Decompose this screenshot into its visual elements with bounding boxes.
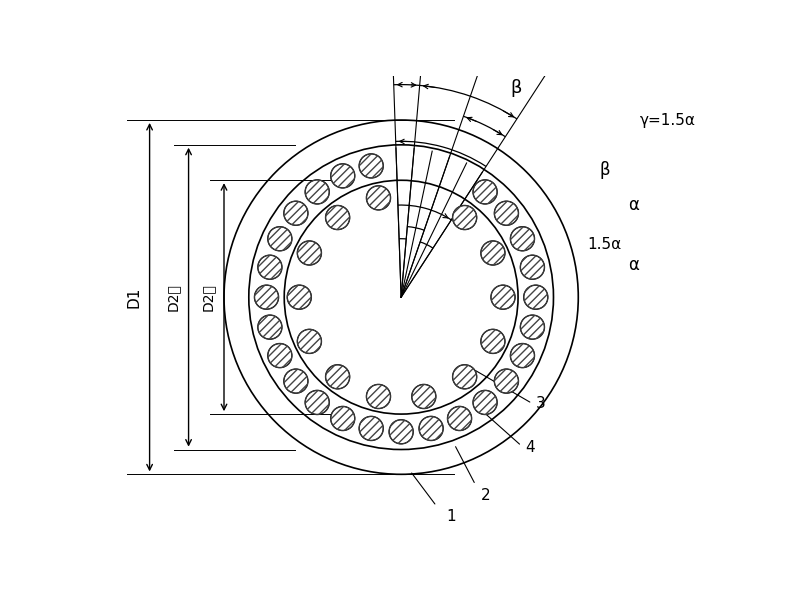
- Circle shape: [305, 390, 330, 415]
- Circle shape: [473, 180, 497, 204]
- Circle shape: [389, 420, 413, 444]
- Circle shape: [359, 416, 383, 441]
- Circle shape: [453, 205, 477, 230]
- Circle shape: [258, 315, 282, 339]
- Circle shape: [298, 329, 322, 353]
- Text: D2内: D2内: [201, 283, 215, 311]
- Circle shape: [258, 255, 282, 279]
- Circle shape: [520, 315, 545, 339]
- Circle shape: [524, 285, 548, 309]
- Circle shape: [481, 329, 505, 353]
- Text: 1: 1: [446, 509, 455, 524]
- Text: α: α: [628, 196, 638, 214]
- Text: β: β: [510, 79, 522, 97]
- Circle shape: [412, 384, 436, 408]
- Circle shape: [254, 285, 278, 309]
- Text: β: β: [599, 161, 610, 179]
- Circle shape: [287, 285, 311, 309]
- Circle shape: [510, 227, 534, 251]
- Text: 3: 3: [536, 396, 546, 411]
- Circle shape: [419, 416, 443, 441]
- Circle shape: [284, 369, 308, 393]
- Circle shape: [268, 227, 292, 251]
- Text: D2外: D2外: [166, 283, 180, 311]
- Circle shape: [494, 369, 518, 393]
- Circle shape: [298, 241, 322, 265]
- Circle shape: [268, 344, 292, 368]
- Circle shape: [453, 365, 477, 389]
- Circle shape: [481, 241, 505, 265]
- Circle shape: [366, 384, 390, 408]
- Circle shape: [284, 201, 308, 225]
- Text: α: α: [628, 256, 638, 275]
- Circle shape: [359, 154, 383, 178]
- Text: γ=1.5α: γ=1.5α: [640, 113, 696, 127]
- Circle shape: [326, 205, 350, 230]
- Circle shape: [366, 186, 390, 210]
- Text: 1.5α: 1.5α: [587, 236, 622, 251]
- Circle shape: [473, 390, 497, 415]
- Circle shape: [330, 164, 354, 188]
- Circle shape: [520, 255, 545, 279]
- Circle shape: [447, 407, 472, 430]
- Circle shape: [326, 365, 350, 389]
- Circle shape: [330, 407, 354, 430]
- Circle shape: [305, 180, 330, 204]
- Circle shape: [510, 344, 534, 368]
- Circle shape: [491, 285, 515, 309]
- Circle shape: [494, 201, 518, 225]
- Text: D1: D1: [126, 287, 141, 308]
- Text: 2: 2: [482, 488, 491, 503]
- Text: 4: 4: [525, 440, 534, 455]
